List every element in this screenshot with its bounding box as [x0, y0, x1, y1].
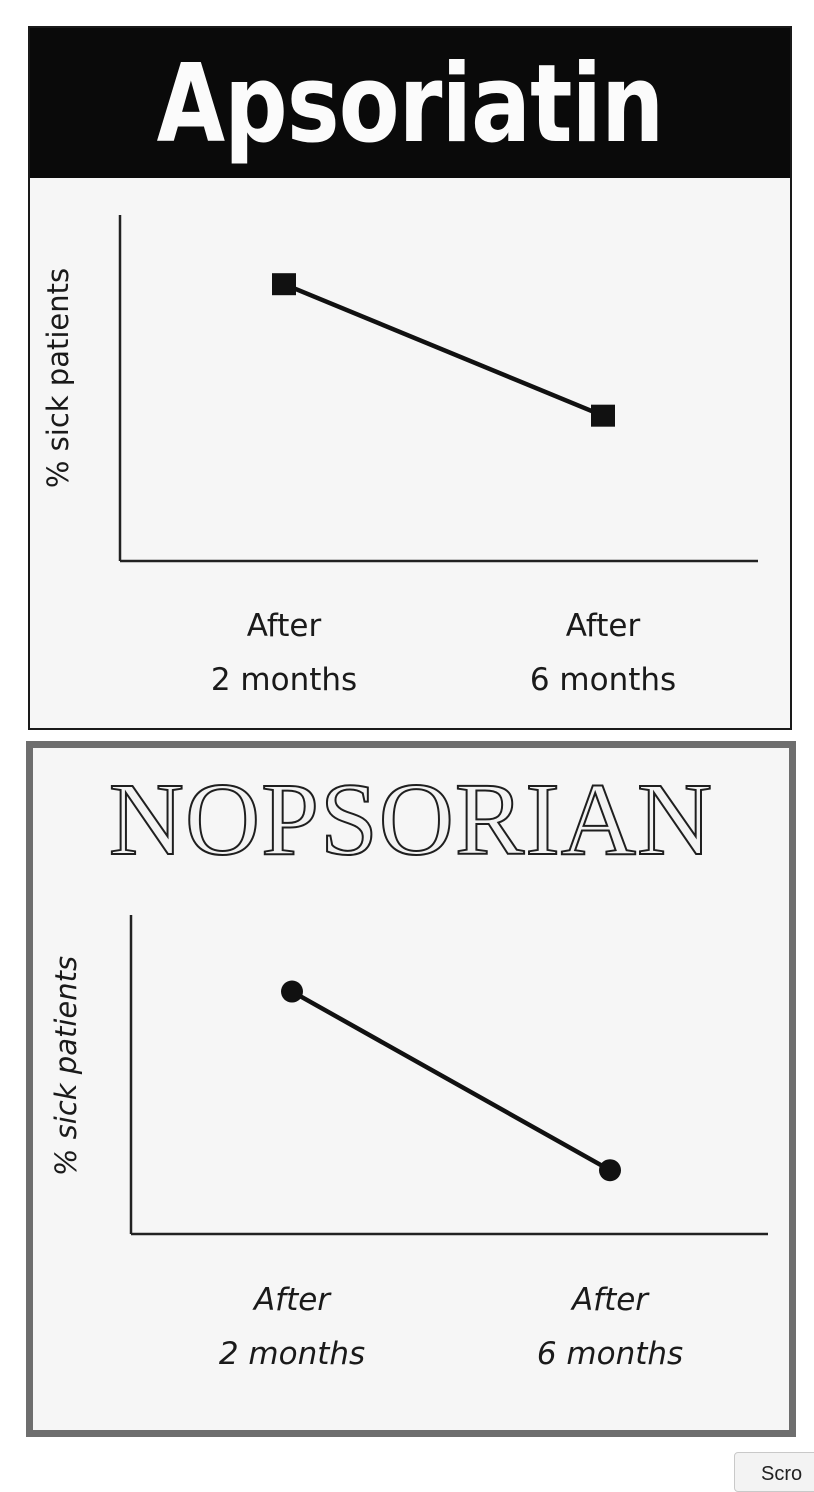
nopsorian-x-tick-label: After 6 months	[537, 1282, 683, 1372]
nopsorian-data-point	[281, 980, 303, 1003]
apsoriatin-x-tick-label: After 2 months	[211, 608, 357, 698]
nopsorian-data-point	[599, 1159, 621, 1182]
apsoriatin-panel: Apsoriatin	[28, 26, 792, 730]
nopsorian-title: NOPSORIAN	[108, 762, 714, 877]
nopsorian-panel: NOPSORIAN	[26, 741, 796, 1437]
apsoriatin-title-bar: Apsoriatin	[30, 28, 790, 178]
apsoriatin-title: Apsoriatin	[156, 42, 665, 167]
apsoriatin-y-axis-label: % sick patients	[41, 268, 75, 488]
apsoriatin-x-tick-label: After 6 months	[530, 608, 676, 698]
apsoriatin-series-line	[283, 282, 604, 418]
nopsorian-y-axis-label: % sick patients	[49, 956, 83, 1176]
apsoriatin-data-point	[591, 404, 615, 427]
scroll-button[interactable]: Scro	[734, 1452, 814, 1492]
nopsorian-series-line	[290, 989, 612, 1173]
nopsorian-x-tick-label: After 2 months	[219, 1282, 365, 1372]
apsoriatin-data-point	[272, 273, 296, 296]
